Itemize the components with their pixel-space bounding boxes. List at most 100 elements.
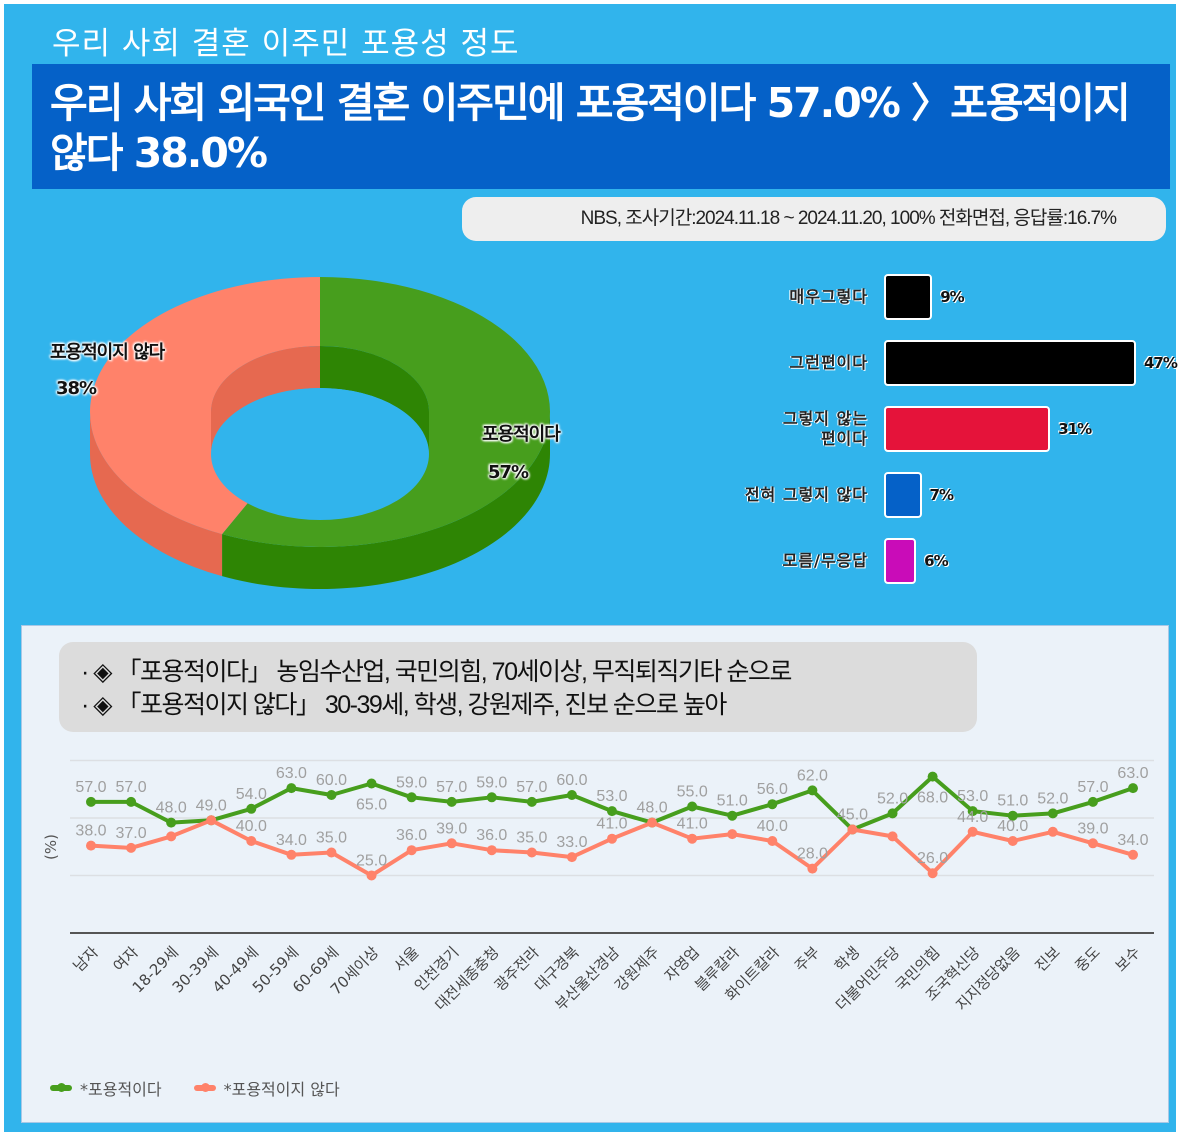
- data-label: 57.0: [1077, 779, 1108, 796]
- data-point[interactable]: [326, 790, 337, 800]
- data-point[interactable]: [687, 801, 698, 812]
- data-point[interactable]: [406, 792, 417, 803]
- donut-chart: 포용적이지 않다 38% 포용적이다 57%: [4, 264, 604, 604]
- data-point[interactable]: [526, 847, 537, 858]
- legend-item-inclusive[interactable]: *포용적이다: [50, 1076, 162, 1100]
- data-point[interactable]: [1007, 836, 1018, 846]
- data-label: 60.0: [556, 772, 587, 789]
- data-point[interactable]: [847, 824, 858, 835]
- data-point[interactable]: [767, 836, 778, 846]
- data-label: 68.0: [917, 790, 948, 807]
- data-point[interactable]: [86, 796, 96, 807]
- x-tick-label: 서울: [390, 943, 422, 975]
- data-label: 37.0: [116, 825, 147, 842]
- legend-item-not-inclusive[interactable]: *포용적이지 않다: [193, 1076, 340, 1100]
- data-point[interactable]: [526, 796, 537, 807]
- data-point[interactable]: [927, 771, 938, 782]
- data-point[interactable]: [807, 863, 818, 874]
- data-point[interactable]: [366, 778, 377, 789]
- bar-value-label: 6%: [924, 552, 948, 570]
- data-label: 63.0: [276, 765, 307, 782]
- data-label: 28.0: [797, 846, 828, 863]
- data-point[interactable]: [1007, 810, 1018, 821]
- donut-side-inclusive: [222, 412, 550, 589]
- bar[interactable]: [884, 340, 1136, 386]
- data-point[interactable]: [246, 803, 257, 814]
- response-bar-chart: 매우그렇다 9% 그런편이다 47% 그렇지 않는 편이다 31% 전혀 그렇지 않다 7% 모름…: [704, 264, 1180, 604]
- data-point[interactable]: [486, 845, 497, 856]
- donut-side-not-inclusive: [90, 412, 223, 577]
- donut-label-not-inclusive: 포용적이지 않다: [50, 342, 165, 363]
- data-label: 26.0: [917, 850, 948, 867]
- data-point[interactable]: [86, 840, 96, 851]
- data-point[interactable]: [887, 831, 898, 842]
- data-point[interactable]: [647, 817, 658, 828]
- data-label: 36.0: [476, 827, 507, 844]
- data-point[interactable]: [566, 790, 577, 800]
- bar-value-label: 31%: [1058, 420, 1092, 438]
- data-point[interactable]: [727, 829, 738, 840]
- bar-value-label: 7%: [929, 486, 954, 504]
- x-tick-label: 여자: [110, 943, 142, 975]
- data-point[interactable]: [406, 845, 417, 856]
- legend: *포용적이다 *포용적이지 않다: [50, 1076, 372, 1100]
- data-point[interactable]: [807, 785, 818, 796]
- data-point[interactable]: [1047, 826, 1058, 837]
- x-tick-label: 학생: [831, 943, 863, 975]
- data-point[interactable]: [927, 868, 938, 879]
- data-label: 57.0: [436, 779, 467, 796]
- data-label: 35.0: [316, 830, 347, 847]
- data-point[interactable]: [286, 849, 297, 860]
- data-label: 51.0: [717, 793, 748, 810]
- bar[interactable]: [884, 538, 917, 584]
- data-point[interactable]: [1128, 849, 1138, 860]
- bar-category-line: 전혀 그렇지 않다: [744, 485, 868, 504]
- data-point[interactable]: [1047, 808, 1058, 819]
- donut-inner-wall: [320, 346, 429, 454]
- bar-category-label: 그렇지 않는 편이다: [783, 406, 868, 452]
- data-label: 41.0: [596, 816, 627, 833]
- data-point[interactable]: [126, 842, 137, 853]
- data-point[interactable]: [566, 852, 577, 863]
- data-label: 40.0: [236, 818, 267, 835]
- data-label: 36.0: [396, 827, 427, 844]
- data-point[interactable]: [1128, 783, 1138, 794]
- data-label: 65.0: [356, 797, 387, 814]
- bar-category-line: 그렇지 않는: [782, 409, 868, 428]
- bar[interactable]: [884, 406, 1051, 452]
- x-tick-label: 중도: [1072, 943, 1104, 975]
- data-point[interactable]: [967, 826, 978, 837]
- bar[interactable]: [884, 472, 922, 518]
- data-point[interactable]: [727, 810, 738, 821]
- data-point[interactable]: [1087, 796, 1098, 807]
- bar[interactable]: [884, 274, 933, 320]
- data-point[interactable]: [166, 831, 177, 842]
- data-point[interactable]: [607, 806, 617, 817]
- data-point[interactable]: [206, 815, 217, 826]
- data-point[interactable]: [767, 799, 778, 810]
- note-inclusive: · ◈ 「포용적이다」 농임수산업, 국민의힘, 70세이상, 무직퇴직기타 순…: [81, 658, 792, 686]
- data-point[interactable]: [446, 796, 457, 807]
- headline: 우리 사회 외국인 결혼 이주민에 포용적이다 57.0% 〉포용적이지 않다 …: [50, 79, 1131, 177]
- data-point[interactable]: [967, 806, 978, 817]
- notes-box: · ◈ 「포용적이다」 농임수산업, 국민의힘, 70세이상, 무직퇴직기타 순…: [59, 642, 977, 732]
- data-point[interactable]: [1087, 838, 1098, 849]
- data-point[interactable]: [326, 847, 337, 858]
- data-point[interactable]: [126, 796, 137, 807]
- data-point[interactable]: [486, 792, 497, 803]
- bar-row: 전혀 그렇지 않다 7%: [704, 472, 1180, 518]
- data-point[interactable]: [166, 817, 177, 828]
- data-label: 40.0: [757, 818, 788, 835]
- data-label: 59.0: [476, 774, 507, 791]
- data-point[interactable]: [286, 783, 297, 794]
- data-point[interactable]: [246, 836, 257, 846]
- data-label: 44.0: [957, 809, 988, 826]
- infographic-frame: 우리 사회 결혼 이주민 포용성 정도 우리 사회 외국인 결혼 이주민에 포용…: [4, 4, 1178, 1132]
- data-point[interactable]: [607, 833, 617, 844]
- data-point[interactable]: [687, 833, 698, 844]
- subtitle: 우리 사회 결혼 이주민 포용성 정도: [52, 26, 520, 62]
- data-point[interactable]: [446, 838, 457, 849]
- data-point[interactable]: [887, 808, 898, 819]
- bar-category-label: 그런편이다: [789, 340, 868, 386]
- data-point[interactable]: [366, 870, 377, 881]
